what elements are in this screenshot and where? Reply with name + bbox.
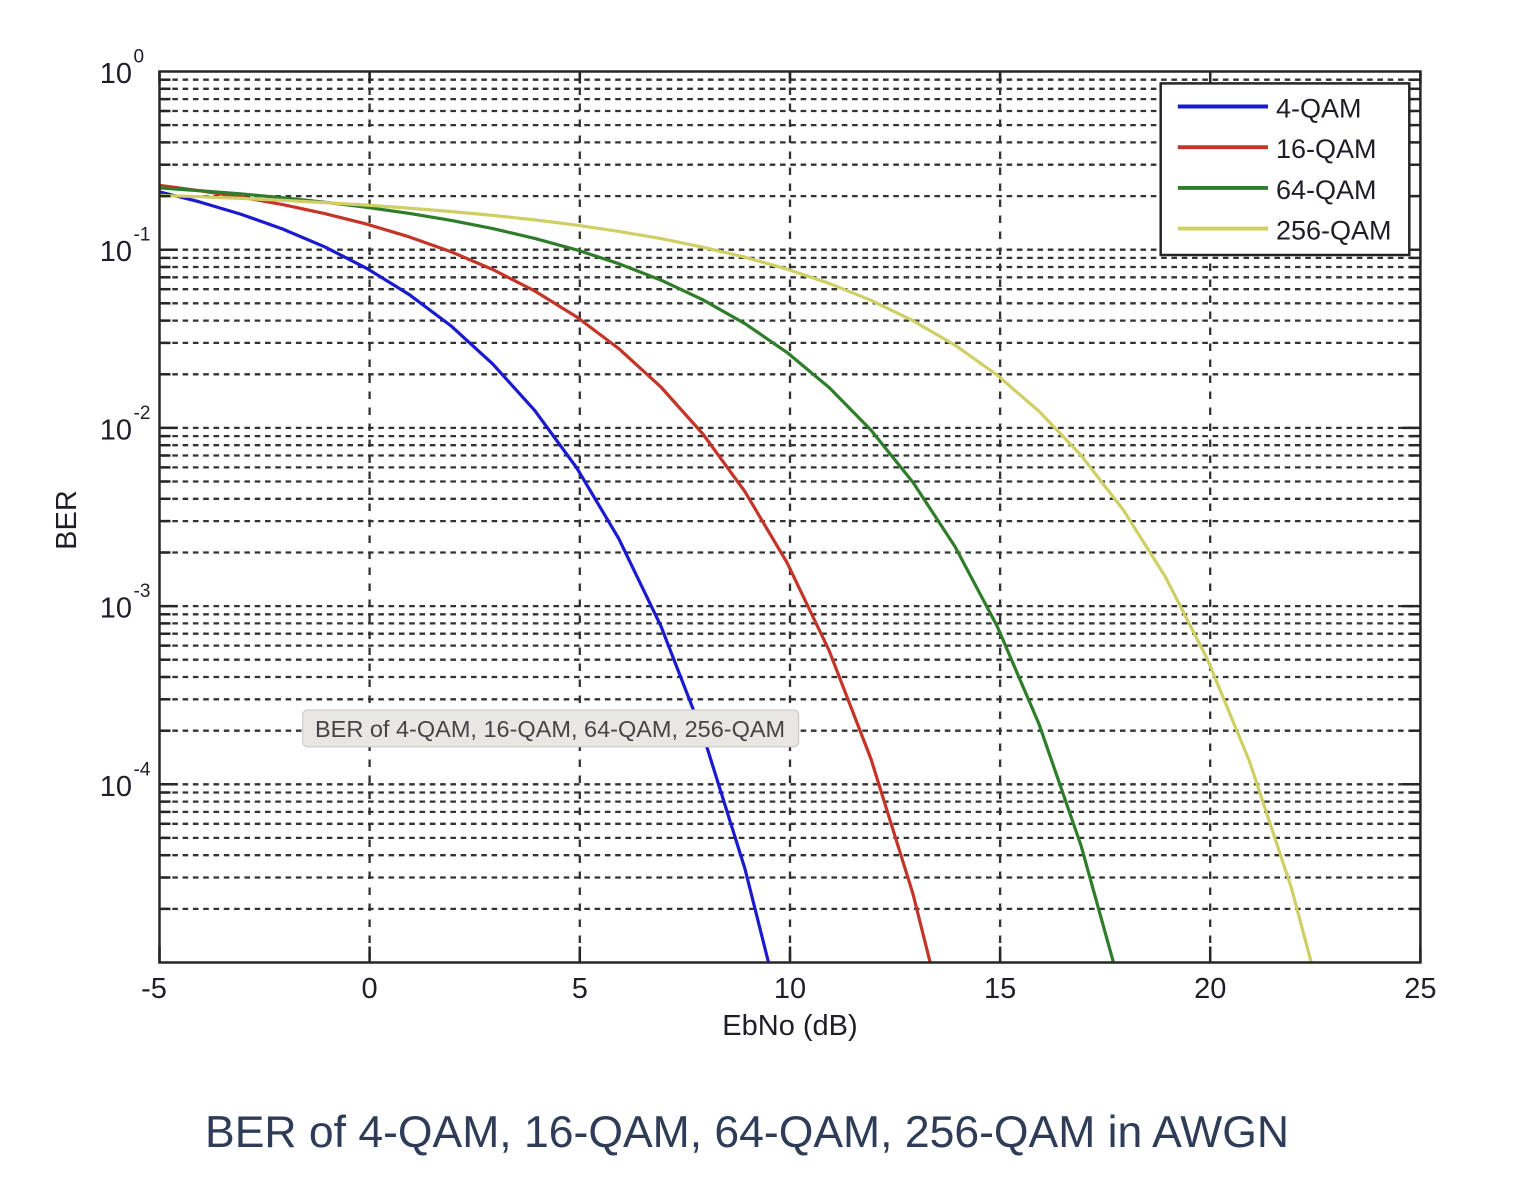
svg-text:0: 0 <box>362 973 378 1005</box>
svg-text:10: 10 <box>100 771 132 803</box>
svg-text:10: 10 <box>100 58 132 90</box>
svg-text:10: 10 <box>100 593 132 625</box>
svg-text:4-QAM: 4-QAM <box>1276 94 1362 124</box>
svg-text:-2: -2 <box>134 403 151 424</box>
svg-text:BER of 4-QAM, 16-QAM, 64-QAM,: BER of 4-QAM, 16-QAM, 64-QAM, 256-QAM in… <box>205 1108 1289 1157</box>
svg-text:0: 0 <box>134 47 145 68</box>
svg-text:10: 10 <box>100 414 132 446</box>
svg-text:16-QAM: 16-QAM <box>1276 134 1377 164</box>
svg-text:EbNo (dB): EbNo (dB) <box>722 1010 857 1042</box>
svg-text:-5: -5 <box>141 973 167 1005</box>
svg-text:-1: -1 <box>134 225 151 246</box>
svg-text:20: 20 <box>1194 973 1226 1005</box>
svg-text:BER: BER <box>51 490 83 550</box>
svg-text:256-QAM: 256-QAM <box>1276 216 1392 246</box>
svg-text:64-QAM: 64-QAM <box>1276 175 1377 205</box>
svg-text:5: 5 <box>572 973 588 1005</box>
svg-text:10: 10 <box>100 236 132 268</box>
svg-text:10: 10 <box>774 973 806 1005</box>
svg-text:BER of 4-QAM, 16-QAM, 64-QAM,: BER of 4-QAM, 16-QAM, 64-QAM, 256-QAM <box>315 716 785 742</box>
svg-text:15: 15 <box>984 973 1016 1005</box>
svg-text:-3: -3 <box>134 581 151 602</box>
svg-text:25: 25 <box>1404 973 1436 1005</box>
svg-text:-4: -4 <box>134 759 151 780</box>
